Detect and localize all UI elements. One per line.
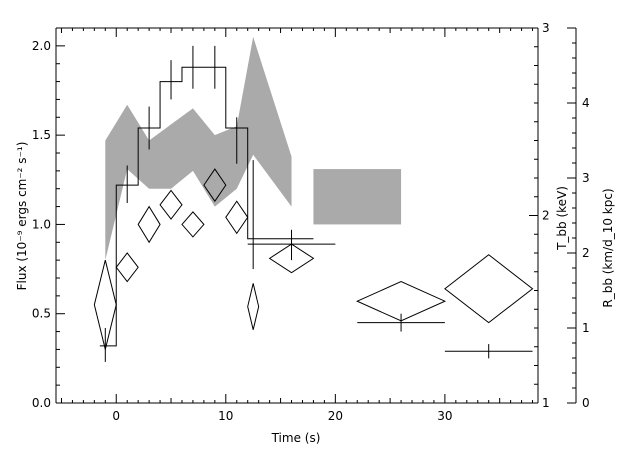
y-tick-label: 1.5 [32, 128, 51, 142]
temperature-axis-title: T_bb (keV) [555, 186, 569, 251]
temperature-tick-label: 1 [542, 396, 550, 410]
temperature-diamond [356, 281, 447, 322]
temperature-tick-label: 3 [542, 21, 550, 35]
temperature-diamond [203, 168, 227, 203]
y-tick-label: 1.0 [32, 217, 51, 231]
radius-tick-label: 4 [582, 96, 590, 110]
x-tick-label: 30 [437, 409, 452, 423]
temperature-diamond [268, 243, 315, 274]
temperature-diamond [444, 254, 534, 324]
series-layer [93, 45, 534, 362]
y-tick-label: 2.0 [32, 39, 51, 53]
temperature-diamond [159, 189, 183, 220]
temperature-diamond [225, 200, 249, 235]
radius-tick-label: 0 [582, 396, 590, 410]
radius-tick-label: 2 [582, 246, 590, 260]
radius-band-layer [105, 36, 402, 261]
flux-step-line [99, 66, 314, 347]
temperature-diamond [181, 211, 205, 238]
temperature-tick-label: 2 [542, 209, 550, 223]
temperature-diamond [115, 252, 139, 283]
x-tick-label: 20 [328, 409, 343, 423]
radius-tick-label: 3 [582, 171, 590, 185]
temperature-diamond [137, 205, 161, 244]
x-tick-label: 0 [112, 409, 120, 423]
temperature-diamond [247, 283, 260, 330]
x-tick-label: 10 [218, 409, 233, 423]
radius-axis-title: R_bb (km/d_10 kpc) [601, 188, 615, 307]
radius-box [313, 169, 402, 225]
temperature-diamond [93, 260, 117, 350]
y-tick-label: 0.5 [32, 307, 51, 321]
radius-band [105, 36, 292, 261]
left-y-axis-title: Flux (10⁻⁹ ergs cm⁻² s⁻¹) [15, 142, 29, 291]
x-axis-title: Time (s) [271, 431, 321, 445]
y-tick-label: 0.0 [32, 396, 51, 410]
radius-tick-label: 1 [582, 321, 590, 335]
